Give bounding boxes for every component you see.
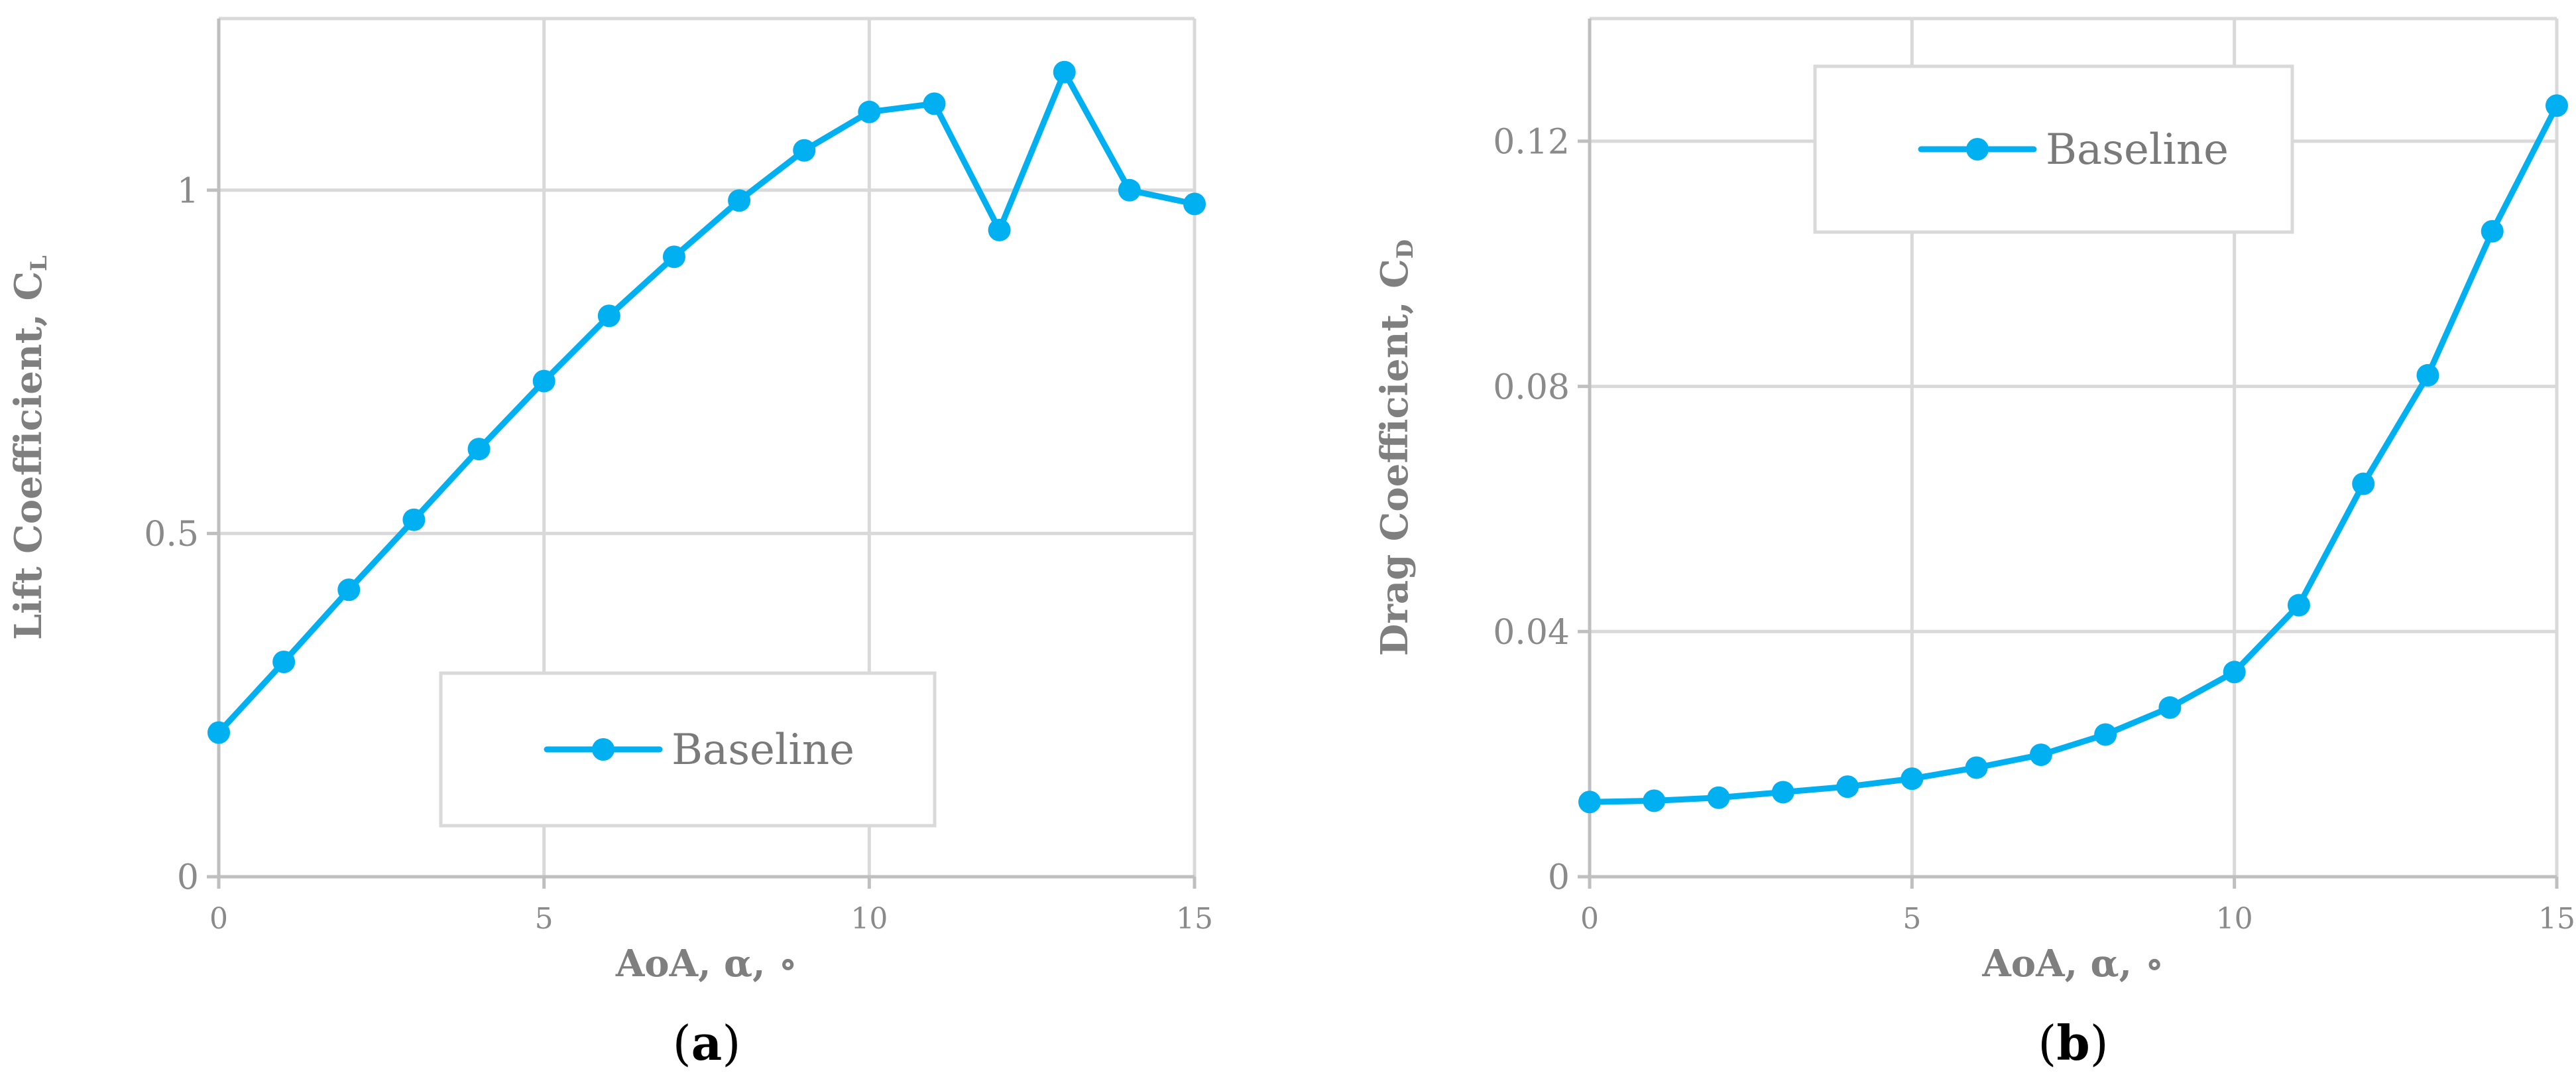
legend: Baseline <box>439 671 937 828</box>
data-point <box>1901 767 1924 791</box>
panel-label-letter: a <box>691 1015 723 1071</box>
data-point <box>1578 791 1601 814</box>
legend-box <box>439 671 937 828</box>
y-axis-title: Lift Coefficient, CL <box>7 255 52 640</box>
chart-panel-lift: 00.510 5 10 15 Baseline Lift Coefficient, C… <box>7 17 1213 1071</box>
data-point <box>2029 743 2052 767</box>
data-point <box>2287 594 2310 617</box>
x-axis-title: AoA, α, ∘ <box>615 942 797 986</box>
data-point <box>2158 696 2182 719</box>
x-tick-label: 0 <box>1580 902 1599 936</box>
panel-label-paren-close: ) <box>2090 1015 2109 1071</box>
x-tick-label: 5 <box>1903 902 1921 936</box>
x-tick-label: 15 <box>2538 902 2575 936</box>
chart-panel-drag: 0 0.04 0.08 0.12 0 5 10 15 Baseline Drag Coeffi… <box>1373 17 2575 1071</box>
y-axis-title: Drag Coefficient, CD <box>1373 239 1419 656</box>
y-axis-title-subscript: L <box>26 255 52 271</box>
series-baseline <box>1578 94 2568 814</box>
legend-label: Baseline <box>2046 125 2229 174</box>
data-point <box>1643 789 1666 812</box>
data-point <box>1965 756 1988 779</box>
x-tick-label: 10 <box>2216 902 2253 936</box>
panel-label-paren-close: ) <box>722 1015 740 1071</box>
y-axis-title-main: Drag Coefficient, C <box>1373 259 1417 656</box>
data-point <box>1771 781 1794 804</box>
panel-label: (a) <box>673 1015 741 1071</box>
data-point <box>1707 786 1730 809</box>
legend-label: Baseline <box>672 726 854 775</box>
panel-label-letter: b <box>2056 1015 2089 1071</box>
series-baseline <box>207 60 1206 744</box>
x-tick-label: 15 <box>1176 902 1213 936</box>
data-point <box>207 721 230 744</box>
y-tick-label: 1 <box>177 172 199 212</box>
tick-labels: 00.510 5 10 15 <box>144 172 1213 936</box>
data-point <box>597 304 620 328</box>
legend: Baseline <box>1813 64 2294 234</box>
data-point <box>793 139 816 162</box>
data-point <box>1836 775 1859 798</box>
data-point <box>467 438 491 461</box>
data-point <box>2352 472 2375 495</box>
data-point <box>728 189 751 212</box>
y-tick-label: 0 <box>177 858 199 898</box>
grid-lines <box>219 17 1197 877</box>
data-point <box>272 650 296 673</box>
data-point <box>858 100 881 123</box>
data-point <box>2481 220 2504 243</box>
x-axis-title: AoA, α, ∘ <box>1981 942 2164 986</box>
data-point <box>923 92 946 115</box>
legend-box <box>1813 64 2294 234</box>
y-tick-label: 0.08 <box>1493 367 1570 407</box>
data-point <box>1118 178 1141 202</box>
y-tick-label: 0.04 <box>1493 613 1570 653</box>
y-axis-title-subscript: D <box>1392 239 1419 259</box>
y-tick-label: 0.12 <box>1493 123 1570 162</box>
panel-label-paren-open: ( <box>2038 1015 2056 1071</box>
data-point <box>2094 723 2117 746</box>
series-line <box>215 69 1198 736</box>
data-point <box>662 245 685 269</box>
series-line <box>1586 102 2560 805</box>
data-point <box>1183 192 1206 216</box>
data-point <box>2223 661 2246 684</box>
x-tick-label: 0 <box>209 902 228 936</box>
data-point <box>988 218 1011 241</box>
panel-label-paren-open: ( <box>673 1015 691 1071</box>
y-tick-label: 0.5 <box>144 515 199 554</box>
y-axis-title-main: Lift Coefficient, C <box>7 271 50 640</box>
tick-labels: 0 0.04 0.08 0.12 0 5 10 15 <box>1493 123 2575 936</box>
panel-label: (b) <box>2038 1015 2109 1071</box>
data-point <box>402 508 426 531</box>
y-tick-label: 0 <box>1548 858 1570 898</box>
axes <box>1578 19 2559 889</box>
legend-marker <box>592 738 615 761</box>
data-point <box>1053 60 1076 84</box>
data-point <box>337 578 361 602</box>
data-point <box>2546 94 2568 117</box>
data-point <box>532 369 556 393</box>
data-point <box>2416 363 2439 387</box>
x-tick-label: 5 <box>535 902 554 936</box>
legend-marker <box>1966 138 1989 160</box>
x-tick-label: 10 <box>850 902 888 936</box>
